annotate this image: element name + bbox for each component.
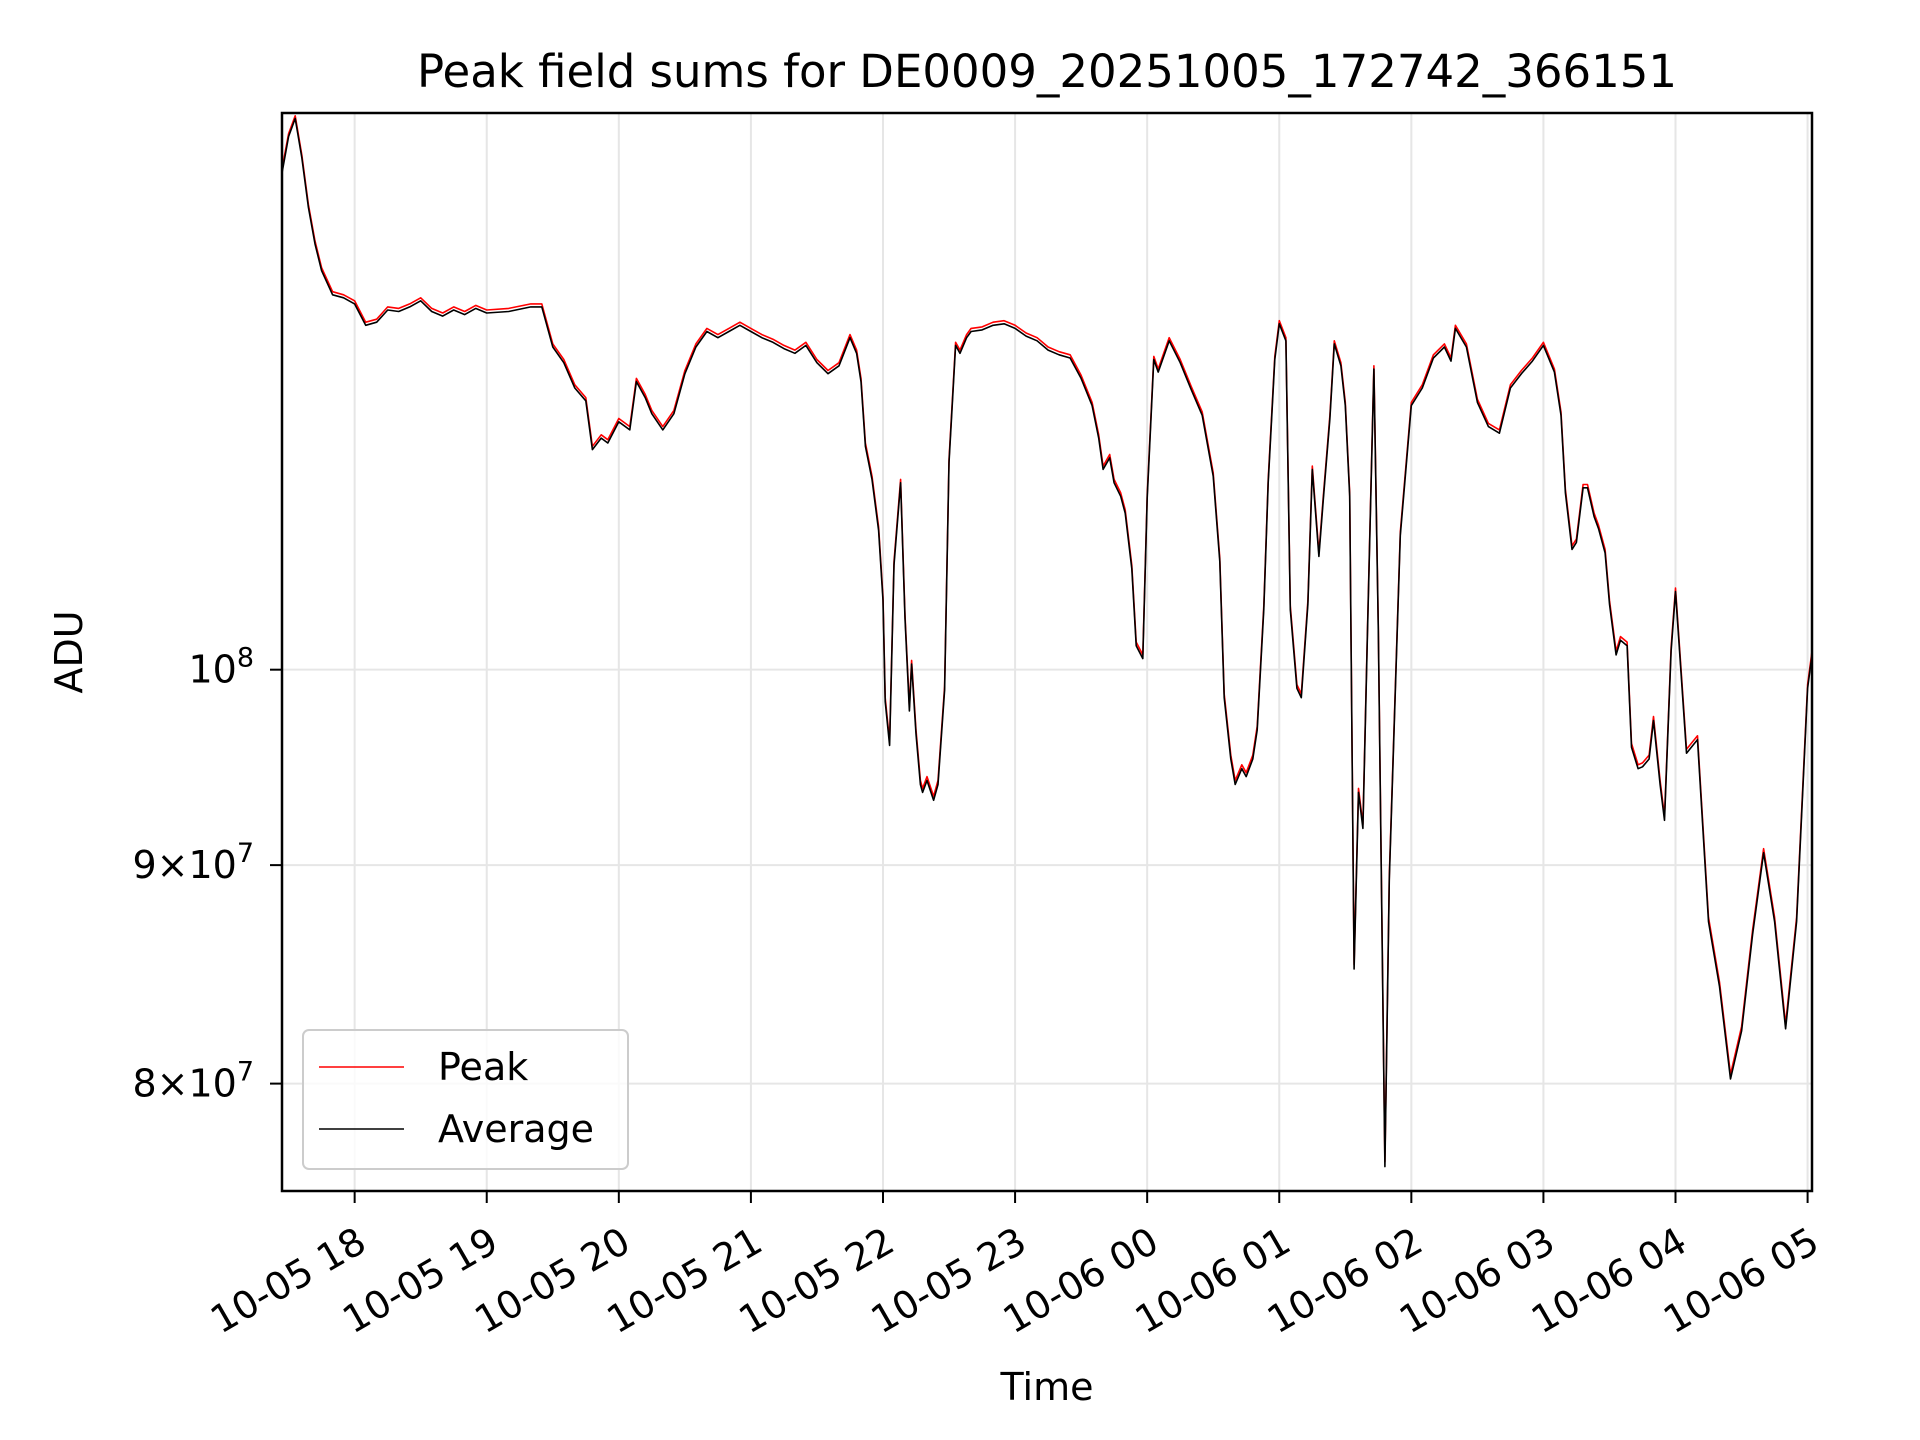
legend-frame [302,1029,629,1170]
y-tick-label: 8×107 [132,1057,254,1106]
legend-label-peak: Peak [438,1045,528,1089]
legend: Peak Average [302,1029,629,1170]
chart-title: Peak field sums for DE0009_20251005_1727… [417,45,1677,98]
legend-label-average: Average [438,1107,594,1151]
plot-area-frame [280,111,1814,1193]
series-layer [282,115,1812,1168]
x-axis-label: Time [1000,1365,1094,1409]
y-tick-label: 108 [188,643,254,692]
y-tick-label: 9×107 [132,838,254,887]
gridlines [282,113,1812,1191]
series-line-average [282,117,1812,1168]
y-axis: 8×107 9×107 108 [132,643,282,1106]
y-axis-label: ADU [47,610,91,693]
